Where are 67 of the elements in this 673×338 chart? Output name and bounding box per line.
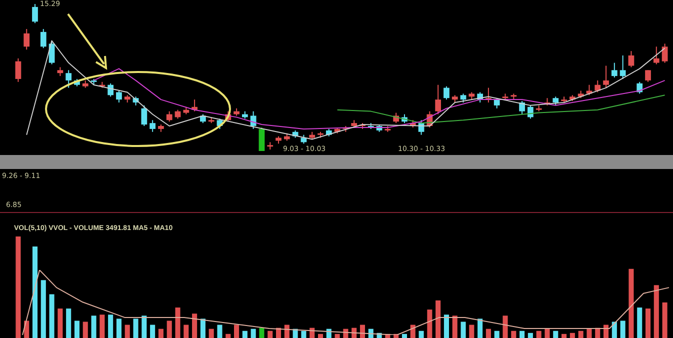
bar [628, 268, 634, 338]
bar [234, 324, 240, 338]
bar [284, 324, 290, 338]
bar [460, 322, 466, 338]
bar [620, 320, 626, 338]
bar [82, 322, 88, 338]
bar [16, 236, 21, 338]
bar [217, 324, 222, 338]
bar [133, 318, 138, 338]
bar [32, 246, 38, 338]
bar [58, 308, 63, 338]
bar [645, 308, 651, 338]
bar [175, 308, 180, 338]
bar [108, 314, 114, 338]
bar [318, 334, 324, 338]
bar [124, 324, 130, 338]
bar [536, 330, 542, 338]
bar [184, 324, 189, 338]
bar [452, 316, 458, 338]
bar [469, 324, 474, 338]
bar [259, 328, 264, 338]
bar [528, 332, 533, 338]
bar [612, 322, 617, 338]
bar [49, 294, 54, 338]
candlestick [502, 94, 508, 100]
bar [578, 330, 584, 338]
bar [511, 330, 516, 338]
bar [436, 300, 441, 338]
bar [427, 310, 432, 338]
bar [553, 330, 558, 338]
bar [334, 334, 340, 338]
bar [544, 328, 550, 338]
bar [242, 330, 248, 338]
bar [250, 328, 256, 338]
bar [444, 314, 449, 338]
bar [301, 330, 306, 338]
bar [116, 318, 122, 338]
bar [91, 316, 96, 338]
bar [142, 316, 147, 338]
bar [478, 318, 483, 338]
bar [418, 330, 424, 338]
bar [40, 280, 46, 338]
bar [402, 334, 407, 338]
bar [158, 328, 164, 338]
bar [654, 285, 659, 338]
bar [502, 316, 508, 338]
bar [192, 314, 198, 338]
bar [604, 324, 609, 338]
bar [494, 330, 500, 338]
bar [637, 308, 642, 338]
bar [208, 328, 214, 338]
bar [74, 320, 80, 338]
bar [360, 324, 366, 338]
bar [268, 330, 273, 338]
bar [66, 308, 72, 338]
bar [520, 330, 525, 338]
bar [150, 324, 156, 338]
bar [100, 314, 105, 338]
bar [486, 328, 491, 338]
bar [226, 334, 231, 338]
bar [570, 332, 575, 338]
bar [166, 320, 172, 338]
bar [586, 328, 592, 338]
bar [562, 334, 567, 338]
bar [24, 320, 30, 338]
bar [200, 318, 206, 338]
bar [662, 302, 668, 338]
